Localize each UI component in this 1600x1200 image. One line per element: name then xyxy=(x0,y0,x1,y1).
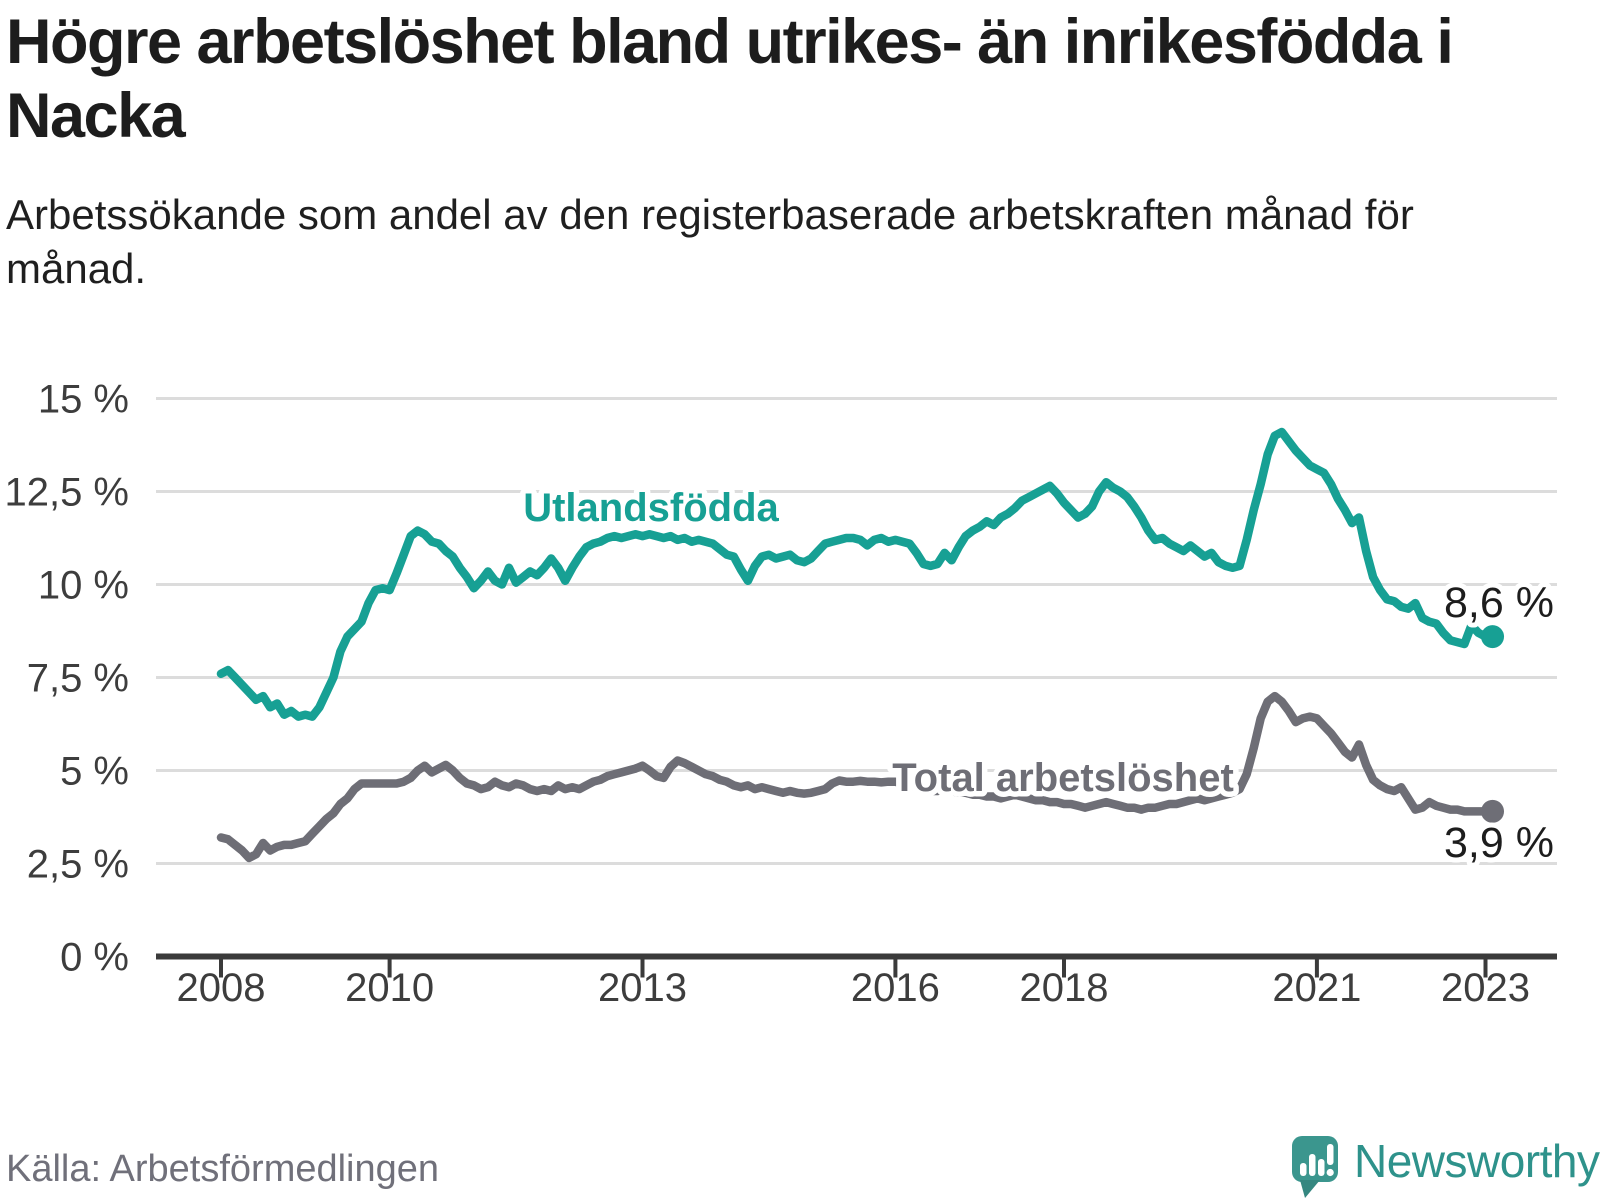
y-tick-label: 12,5 % xyxy=(4,471,129,515)
series-label: Utlandsfödda xyxy=(523,486,779,530)
x-tick-label: 2016 xyxy=(851,966,940,1010)
series-endpoint-dot xyxy=(1481,625,1505,649)
end-value-label: 8,6 % xyxy=(1444,579,1554,627)
x-tick-label: 2021 xyxy=(1272,966,1361,1010)
newsworthy-logo: Newsworthy xyxy=(1292,1135,1600,1198)
series-endpoint-dot xyxy=(1481,799,1505,823)
y-tick-label: 15 % xyxy=(38,378,129,422)
chart-subtitle: Arbetssökande som andel av den registerb… xyxy=(6,191,1414,292)
newsworthy-logo-icon xyxy=(1292,1136,1338,1198)
end-value-label: 3,9 % xyxy=(1444,819,1554,867)
y-tick-label: 5 % xyxy=(60,750,129,794)
series-line-utlandsfodda xyxy=(216,427,1497,721)
source-note: Källa: Arbetsförmedlingen xyxy=(6,1148,440,1190)
x-tick-label: 2018 xyxy=(1020,966,1109,1010)
chart-title: Högre arbetslöshet bland utrikes- än inr… xyxy=(6,7,1454,151)
x-tick-label: 2013 xyxy=(598,966,687,1010)
y-tick-label: 0 % xyxy=(60,936,129,980)
y-tick-label: 10 % xyxy=(38,564,129,608)
x-tick-label: 2008 xyxy=(177,966,266,1010)
series-label: Total arbetslöshet xyxy=(892,756,1234,800)
newsworthy-brand-text: Newsworthy xyxy=(1354,1135,1600,1187)
y-tick-label: 2,5 % xyxy=(27,843,129,887)
series-line-total-arbetsloshet xyxy=(216,691,1497,863)
x-tick-label: 2023 xyxy=(1441,966,1530,1010)
y-tick-label: 7,5 % xyxy=(27,657,129,701)
x-tick-label: 2010 xyxy=(345,966,434,1010)
